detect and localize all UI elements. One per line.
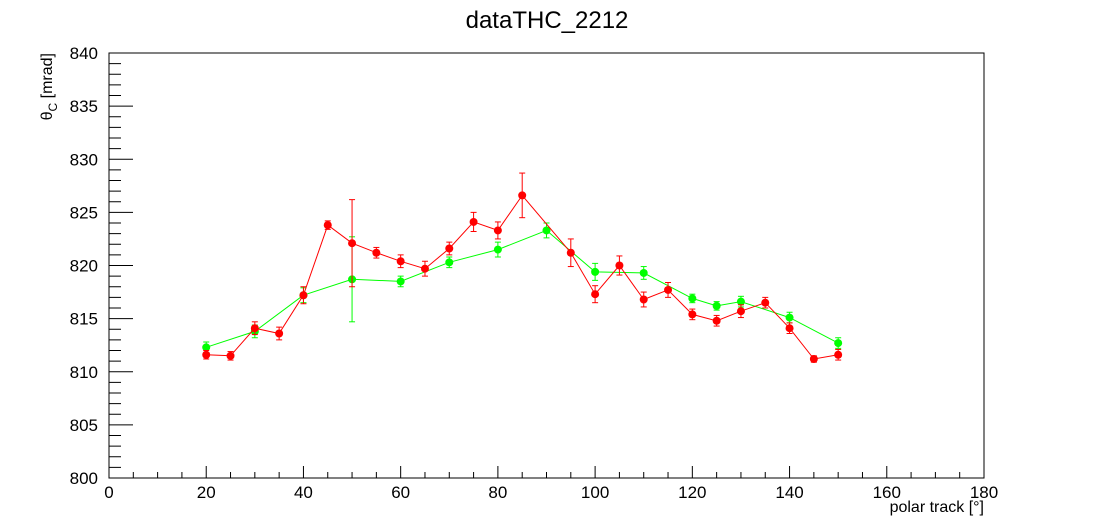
x-tick-label: 140 (775, 483, 803, 502)
data-point (834, 339, 843, 348)
series-0 (202, 222, 843, 354)
data-point (445, 244, 454, 253)
data-point (736, 297, 745, 306)
data-point (809, 355, 818, 363)
y-axis-title-rest: [mrad] (39, 53, 56, 103)
data-point (518, 191, 527, 200)
y-axis-title-main: θ (39, 111, 56, 120)
data-point (712, 316, 721, 325)
data-point (639, 268, 648, 277)
y-tick-label: 810 (70, 363, 98, 382)
y-tick-label: 800 (70, 469, 98, 488)
data-point (396, 277, 405, 286)
y-tick-label: 805 (70, 416, 98, 435)
axes (108, 52, 985, 479)
data-point (348, 239, 357, 248)
series-line (206, 229, 839, 348)
data-point (275, 329, 284, 338)
data-point (250, 324, 259, 333)
x-tick-label: 0 (104, 483, 113, 502)
data-point (664, 285, 673, 294)
x-tick-label: 80 (488, 483, 507, 502)
x-tick-label: 20 (197, 483, 216, 502)
data-point (688, 294, 697, 303)
data-point (639, 295, 648, 304)
y-tick-label: 815 (70, 310, 98, 329)
data-point (615, 261, 624, 270)
data-point (591, 290, 600, 299)
data-point (688, 310, 697, 319)
y-tick-label: 835 (70, 97, 98, 116)
ticks: 0 20 40 60 80 100 120 140 160 180 800 805 810 815 820 8… (70, 44, 999, 502)
data-point (785, 324, 794, 333)
data-point (299, 291, 308, 300)
data-point (202, 343, 211, 352)
data-point (202, 350, 211, 359)
y-tick-label: 840 (70, 44, 98, 63)
x-tick-label: 160 (873, 483, 901, 502)
y-tick-label: 820 (70, 257, 98, 276)
data-point (420, 264, 429, 273)
data-point (493, 245, 502, 254)
y-axis-title-sub: C (46, 102, 60, 111)
x-tick-label: 180 (970, 483, 998, 502)
data-point (566, 248, 575, 257)
data-point (493, 226, 502, 235)
data-point (834, 350, 843, 359)
data-point (542, 226, 551, 235)
data-point (736, 307, 745, 316)
data-point (396, 257, 405, 266)
data-point (445, 258, 454, 267)
data-point (761, 298, 770, 307)
chart-title: dataTHC_2212 (466, 7, 629, 34)
x-tick-label: 100 (581, 483, 609, 502)
data-point (712, 301, 721, 310)
data-point (372, 248, 381, 257)
x-tick-label: 40 (294, 483, 313, 502)
series-layer (202, 172, 843, 363)
x-axis-title: polar track [°] (890, 499, 984, 516)
data-point (785, 313, 794, 322)
y-tick-label: 825 (70, 203, 98, 222)
x-tick-label: 60 (391, 483, 410, 502)
data-point (469, 217, 478, 226)
y-axis-title: θC [mrad] (39, 53, 60, 120)
series-line (206, 194, 839, 360)
plot-frame (108, 52, 985, 479)
series-1 (202, 172, 843, 363)
y-tick-label: 830 (70, 150, 98, 169)
data-point (591, 267, 600, 276)
data-point (323, 221, 332, 230)
x-tick-label: 120 (678, 483, 706, 502)
data-point (226, 351, 235, 360)
